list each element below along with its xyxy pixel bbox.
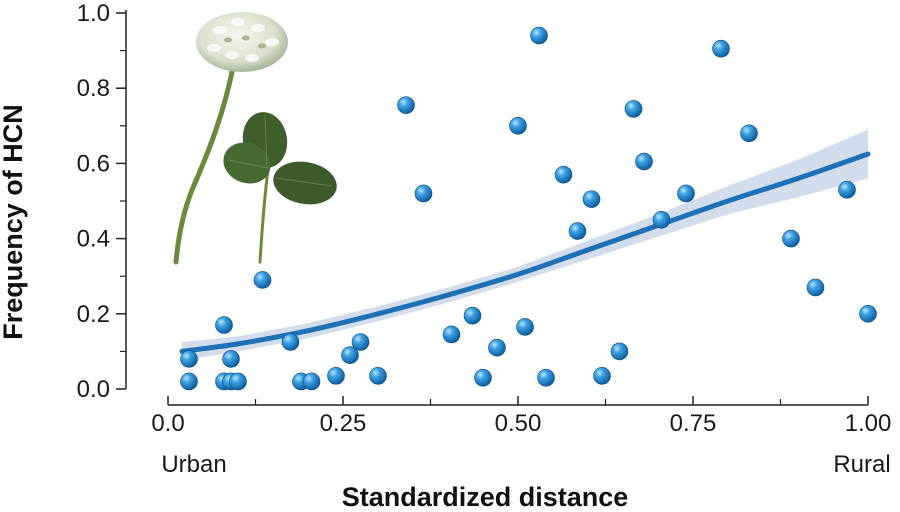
data-point	[509, 117, 527, 135]
data-point	[341, 346, 359, 364]
y-axis-title: Frequency of HCN	[0, 104, 28, 340]
data-point	[180, 372, 198, 391]
data-point	[369, 367, 387, 385]
data-point	[180, 350, 198, 368]
x-end-label-urban: Urban	[161, 451, 226, 478]
data-point	[610, 342, 629, 361]
y-tick-label: 0.0	[77, 376, 110, 403]
data-point	[463, 306, 482, 325]
data-point	[537, 368, 555, 387]
data-point	[474, 368, 492, 387]
y-axis-ticks: 0.0 0.2 0.4 0.6 0.8 1.0	[77, 0, 126, 403]
axes: 0.0 0.2 0.4 0.6 0.8 1.0 0.0 0.25 0.50 0.75 1.00	[77, 0, 892, 437]
data-point	[222, 350, 240, 368]
x-tick-label: 0.75	[670, 410, 717, 437]
data-point	[593, 367, 611, 385]
data-point	[582, 190, 601, 208]
x-axis-ticks: 0.0 0.25 0.50 0.75 1.00	[151, 396, 891, 437]
data-point	[397, 96, 415, 114]
data-point	[253, 271, 272, 289]
y-tick-label: 0.6	[77, 150, 110, 177]
data-point	[414, 184, 433, 203]
confidence-band	[182, 129, 868, 361]
data-point	[281, 333, 300, 351]
x-tick-label: 0.0	[151, 410, 184, 437]
data-point	[838, 180, 856, 199]
y-tick-label: 0.2	[77, 301, 110, 328]
data-point	[677, 184, 695, 203]
data-point	[712, 39, 730, 58]
x-tick-label: 1.00	[845, 410, 892, 437]
x-tick-label: 0.50	[495, 410, 542, 437]
data-point	[782, 229, 800, 248]
data-point	[806, 278, 825, 297]
fit-curve	[179, 151, 871, 354]
clover-illustration	[173, 12, 337, 265]
data-point	[859, 304, 877, 323]
data-point	[229, 372, 247, 391]
data-point	[327, 367, 345, 385]
data-point	[351, 333, 370, 351]
data-point	[635, 152, 653, 171]
data-point	[302, 372, 321, 391]
data-point	[442, 325, 461, 344]
data-point	[554, 165, 573, 184]
data-point	[652, 211, 671, 229]
data-points	[180, 26, 877, 391]
y-tick-label: 0.8	[77, 75, 110, 102]
x-end-label-rural: Rural	[833, 451, 890, 478]
x-axis-title: Standardized distance	[342, 482, 629, 512]
data-point	[740, 124, 758, 143]
data-point	[530, 26, 548, 45]
data-point	[624, 100, 643, 118]
y-tick-label: 0.4	[77, 226, 110, 253]
data-point	[488, 338, 506, 357]
data-point	[568, 222, 587, 240]
data-point	[215, 316, 233, 334]
y-tick-label: 1.0	[77, 0, 110, 27]
x-tick-label: 0.25	[320, 410, 367, 437]
data-point	[516, 318, 534, 336]
